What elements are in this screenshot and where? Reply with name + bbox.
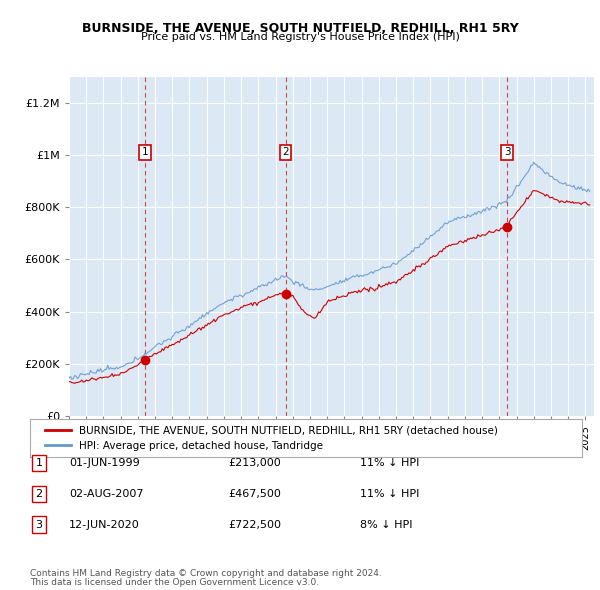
- Text: 12-JUN-2020: 12-JUN-2020: [69, 520, 140, 529]
- Text: 11% ↓ HPI: 11% ↓ HPI: [360, 458, 419, 468]
- Text: 02-AUG-2007: 02-AUG-2007: [69, 489, 143, 499]
- Text: 1: 1: [35, 458, 43, 468]
- Text: 11% ↓ HPI: 11% ↓ HPI: [360, 489, 419, 499]
- Text: 1: 1: [142, 148, 148, 158]
- Text: £722,500: £722,500: [228, 520, 281, 529]
- Text: 3: 3: [35, 520, 43, 529]
- Text: £213,000: £213,000: [228, 458, 281, 468]
- Text: £467,500: £467,500: [228, 489, 281, 499]
- Legend: BURNSIDE, THE AVENUE, SOUTH NUTFIELD, REDHILL, RH1 5RY (detached house), HPI: Av: BURNSIDE, THE AVENUE, SOUTH NUTFIELD, RE…: [41, 421, 502, 455]
- Text: Contains HM Land Registry data © Crown copyright and database right 2024.: Contains HM Land Registry data © Crown c…: [30, 569, 382, 578]
- Text: 2: 2: [282, 148, 289, 158]
- Text: Price paid vs. HM Land Registry's House Price Index (HPI): Price paid vs. HM Land Registry's House …: [140, 32, 460, 42]
- Text: BURNSIDE, THE AVENUE, SOUTH NUTFIELD, REDHILL, RH1 5RY: BURNSIDE, THE AVENUE, SOUTH NUTFIELD, RE…: [82, 22, 518, 35]
- Text: 3: 3: [504, 148, 511, 158]
- Text: 01-JUN-1999: 01-JUN-1999: [69, 458, 140, 468]
- Text: This data is licensed under the Open Government Licence v3.0.: This data is licensed under the Open Gov…: [30, 578, 319, 588]
- Text: 8% ↓ HPI: 8% ↓ HPI: [360, 520, 413, 529]
- Text: 2: 2: [35, 489, 43, 499]
